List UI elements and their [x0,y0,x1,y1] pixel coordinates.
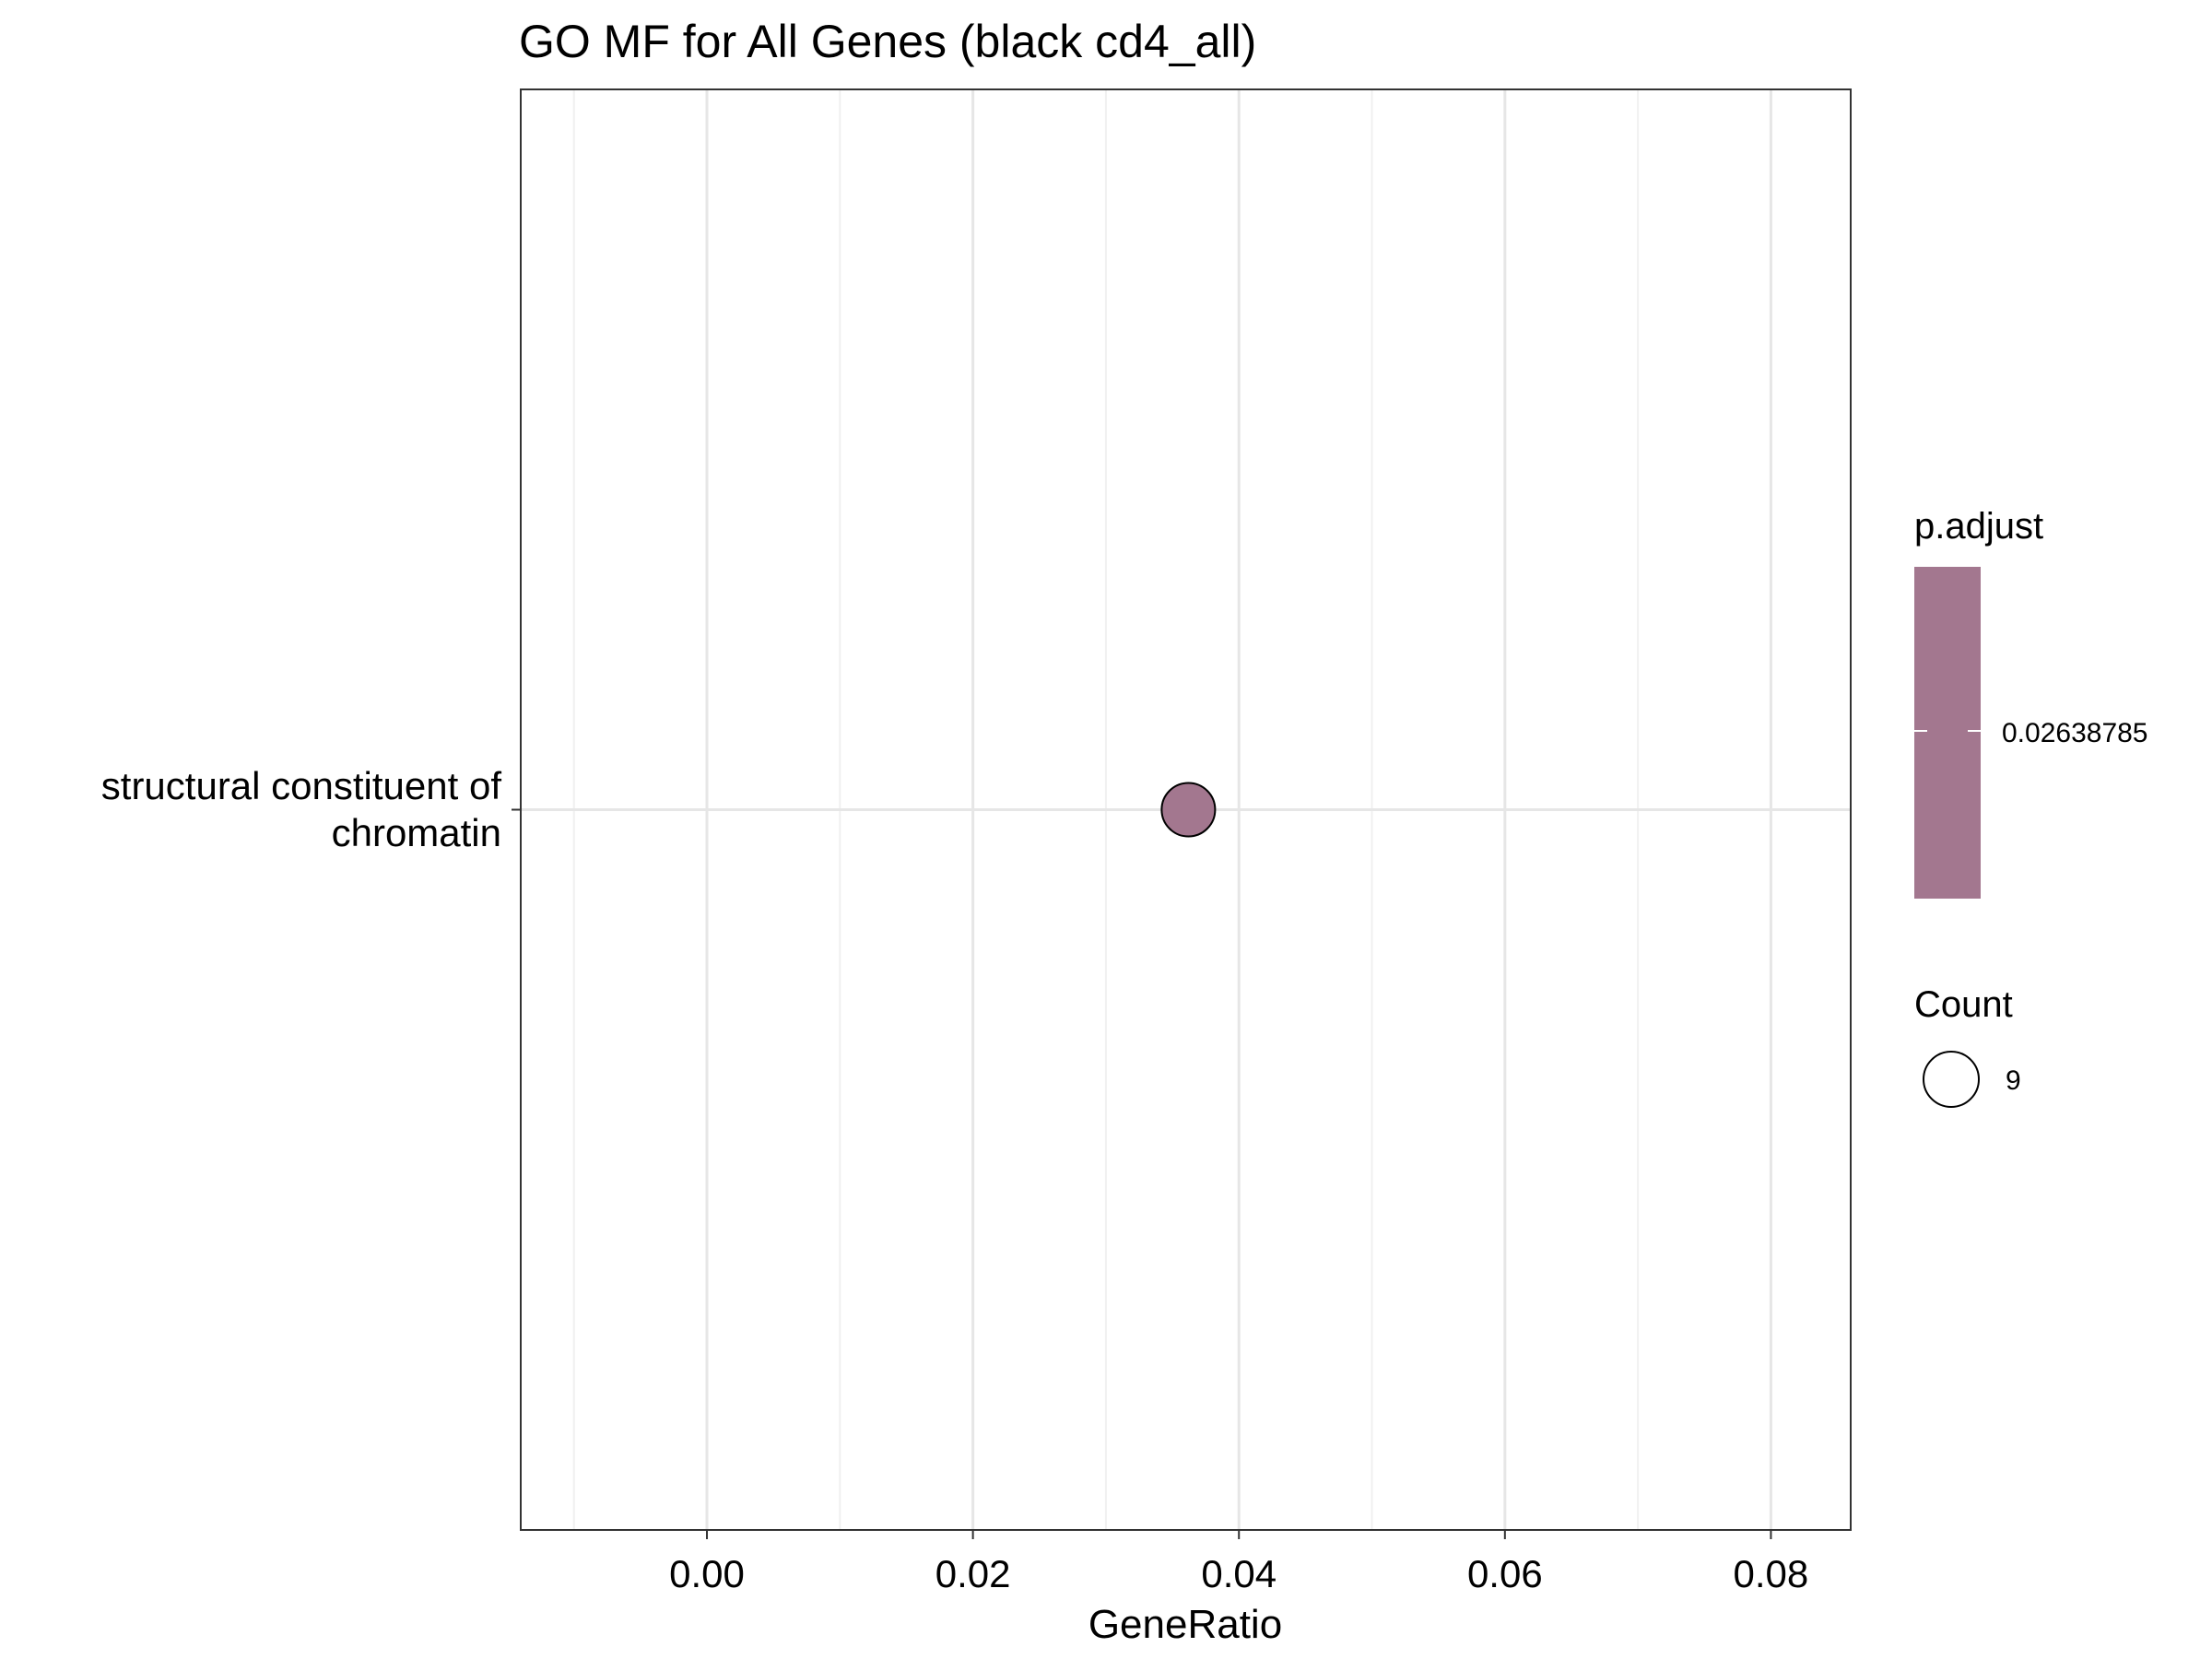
x-tick-label-1: 0.02 [935,1552,1011,1595]
legend-size-title: Count [1914,984,2013,1025]
data-point-0 [1160,782,1217,838]
legend-size-key [1923,1051,1980,1108]
x-tick-label-3: 0.06 [1467,1552,1543,1595]
legend-size-label: 9 [2006,1065,2021,1096]
legend-color-bar [1914,567,1981,899]
x-axis-ticks: 0.00 0.02 0.04 0.06 0.08 [669,1530,1808,1595]
chart-title: GO MF for All Genes (black cd4_all) [519,16,1256,67]
data-points [1160,782,1217,838]
legend-color: p.adjust 0.02638785 [1914,506,2148,899]
legend-color-label: 0.02638785 [2002,718,2148,748]
x-tick-label-2: 0.04 [1201,1552,1277,1595]
x-tick-label-4: 0.08 [1734,1552,1809,1595]
x-tick-label-0: 0.00 [669,1552,745,1595]
y-tick-label-0-line-0: structural constituent of [101,764,502,807]
y-tick-label-0-line-1: chromatin [332,811,501,854]
legend-color-title: p.adjust [1914,506,2043,547]
x-axis-label: GeneRatio [1088,1602,1282,1647]
legend-size: Count 9 [1914,984,2021,1108]
